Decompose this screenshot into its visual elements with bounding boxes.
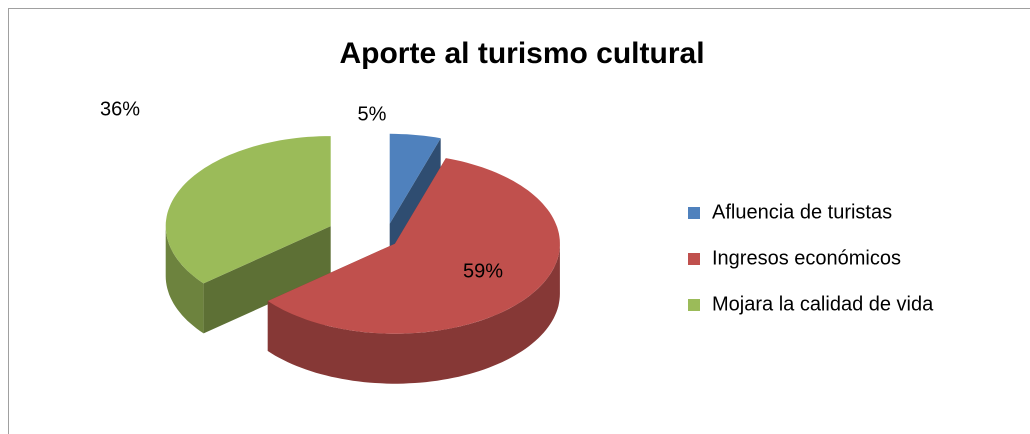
data-label: 59% (463, 260, 503, 282)
slice-top (389, 133, 441, 224)
data-label: 5% (358, 103, 387, 125)
slice-wall (267, 243, 560, 384)
data-label: 36% (100, 98, 140, 120)
pie-slice (165, 136, 331, 334)
slice-wall (165, 226, 204, 334)
slice-top (267, 158, 560, 334)
legend-label: Mojara la calidad de vida (712, 293, 934, 315)
chart-title: Aporte al turismo cultural (339, 37, 704, 70)
legend-label: Ingresos económicos (712, 247, 901, 269)
legend-swatch (688, 207, 700, 219)
slice-side (203, 226, 331, 334)
slice-top (165, 136, 331, 284)
pie-slice (267, 158, 560, 384)
legend-swatch (688, 253, 700, 265)
legend-label: Afluencia de turistas (712, 201, 892, 223)
legend-swatch (688, 299, 700, 311)
